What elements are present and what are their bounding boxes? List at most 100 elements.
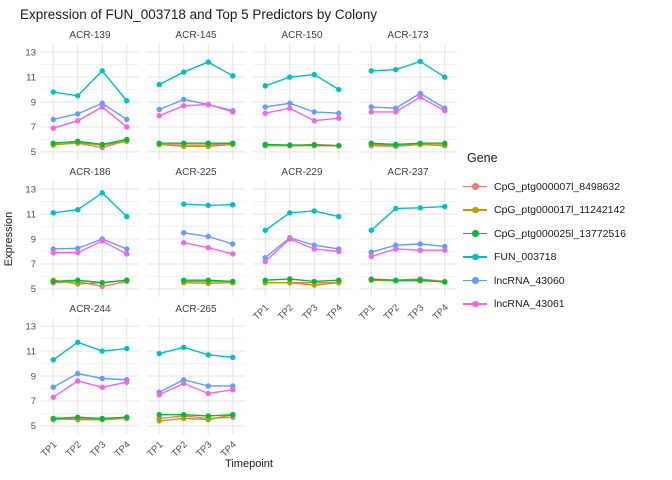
series-line-CpG_ptg000025l_13772516 — [371, 142, 445, 146]
series-line-CpG_ptg000025l_13772516 — [371, 278, 445, 283]
data-point-lncRNA_43061 — [336, 115, 342, 121]
data-point-CpG_ptg000025l_13772516 — [393, 277, 399, 283]
data-point-FUN_003718 — [311, 71, 317, 78]
series-line-CpG_ptg000017l_11242142 — [371, 143, 445, 147]
data-point-CpG_ptg000017l_11242142 — [205, 416, 211, 423]
data-point-FUN_003718 — [75, 206, 81, 213]
facet-strip-label: ACR-237 — [387, 167, 429, 178]
data-point-lncRNA_43060 — [230, 241, 236, 247]
legend-item-FUN_003718: FUN_003718 — [462, 246, 626, 270]
data-point-FUN_003718 — [336, 86, 342, 93]
data-point-CpG_ptg000025l_13772516 — [124, 414, 130, 420]
facet-ACR-229: ACR-229 TP1 TP2 TP3 TP4 — [251, 167, 351, 322]
data-point-CpG_ptg000025l_13772516 — [205, 413, 211, 419]
y-tick-label: 13 — [25, 321, 36, 332]
series-line-CpG_ptg000025l_13772516 — [159, 413, 233, 417]
data-point-lncRNA_43061 — [393, 109, 399, 115]
data-point-CpG_ptg000025l_13772516 — [417, 140, 423, 146]
data-point-FUN_003718 — [99, 68, 105, 74]
data-point-FUN_003718 — [205, 59, 211, 65]
data-point-CpG_ptg000025l_13772516 — [262, 277, 268, 283]
data-point-FUN_003718 — [181, 344, 187, 351]
legend-title: Gene — [467, 151, 498, 165]
y-tick-label: 7 — [31, 396, 36, 407]
legend-key-icon — [462, 275, 488, 287]
legend-label: CpG_ptg000025l_13772516 — [494, 227, 626, 240]
series-line-CpG_ptg000025l_13772516 — [53, 138, 127, 146]
series-line-lncRNA_43060 — [53, 102, 128, 121]
data-point-CpG_ptg000025l_13772516 — [336, 142, 342, 149]
data-point-lncRNA_43060 — [50, 246, 56, 252]
series-line-lncRNA_43060 — [53, 238, 128, 250]
data-point-lncRNA_43061 — [75, 250, 81, 256]
x-axis-title: Timepoint — [225, 458, 273, 470]
data-point-FUN_003718 — [156, 81, 162, 88]
facet-ACR-173: ACR-173 — [359, 30, 457, 160]
facet-strip-label: ACR-244 — [69, 304, 111, 315]
facet-strip-label: ACR-186 — [69, 167, 111, 178]
data-point-FUN_003718 — [262, 83, 268, 89]
facet-strip-label: ACR-265 — [175, 304, 217, 315]
data-point-CpG_ptg000025l_13772516 — [181, 140, 187, 146]
data-point-lncRNA_43060 — [75, 370, 81, 377]
x-tick-label: TP2 — [382, 302, 402, 322]
facet-strip-label: ACR-150 — [281, 30, 323, 41]
y-tick-label: 9 — [31, 97, 36, 108]
data-point-CpG_ptg000025l_13772516 — [230, 411, 236, 418]
data-point-FUN_003718 — [336, 213, 342, 220]
series-line-FUN_003718 — [158, 61, 234, 86]
series-line-CpG_ptg000025l_13772516 — [265, 278, 339, 283]
series-line-lncRNA_43060 — [52, 372, 127, 388]
data-point-lncRNA_43061 — [156, 113, 162, 119]
data-point-lncRNA_43061 — [287, 236, 293, 242]
data-point-CpG_ptg000025l_13772516 — [368, 140, 374, 146]
data-point-FUN_003718 — [124, 345, 130, 352]
series-line-CpG_ptg000017l_11242142 — [159, 143, 233, 147]
facet-strip-label: ACR-229 — [281, 167, 323, 178]
data-point-lncRNA_43061 — [230, 109, 236, 115]
data-point-FUN_003718 — [75, 339, 81, 346]
x-tick-label: TP3 — [88, 439, 108, 459]
y-tick-label: 9 — [31, 234, 36, 245]
data-point-FUN_003718 — [368, 68, 374, 74]
x-tick-label: TP2 — [170, 439, 190, 459]
data-point-FUN_003718 — [230, 354, 236, 360]
legend-key-icon — [462, 251, 488, 263]
facet-ACR-186: ACR-186 5 7 9 11 13 — [25, 167, 139, 297]
data-point-lncRNA_43060 — [311, 242, 317, 248]
data-point-lncRNA_43060 — [205, 383, 211, 389]
data-point-CpG_ptg000007l_8498632 — [99, 283, 105, 290]
data-point-CpG_ptg000017l_11242142 — [75, 281, 81, 287]
data-point-lncRNA_43061 — [124, 379, 130, 385]
data-point-CpG_ptg000017l_11242142 — [156, 418, 162, 424]
data-point-FUN_003718 — [75, 93, 81, 99]
series-line-lncRNA_43061 — [158, 382, 233, 396]
legend-key-icon — [462, 204, 488, 216]
data-point-FUN_003718 — [205, 352, 211, 358]
data-point-lncRNA_43061 — [417, 247, 423, 253]
data-point-lncRNA_43060 — [99, 375, 105, 382]
data-point-lncRNA_43060 — [368, 249, 374, 255]
data-point-lncRNA_43060 — [50, 116, 56, 123]
legend-label: lncRNA_43061 — [494, 298, 565, 311]
data-point-FUN_003718 — [99, 348, 105, 354]
data-point-CpG_ptg000025l_13772516 — [442, 279, 448, 285]
data-point-FUN_003718 — [311, 208, 317, 214]
series-line-lncRNA_43060 — [371, 243, 445, 253]
legend-item-CpG_ptg000025l_13772516: CpG_ptg000025l_13772516 — [462, 222, 626, 246]
y-tick-label: 7 — [31, 259, 36, 270]
legend-key-icon — [462, 298, 488, 310]
data-point-lncRNA_43061 — [75, 378, 81, 384]
data-point-CpG_ptg000025l_13772516 — [181, 277, 187, 283]
x-tick-label: TP4 — [219, 439, 239, 459]
data-point-CpG_ptg000025l_13772516 — [336, 277, 342, 283]
data-point-lncRNA_43061 — [230, 387, 236, 393]
data-point-lncRNA_43060 — [368, 104, 374, 110]
data-point-CpG_ptg000025l_13772516 — [287, 276, 293, 282]
data-point-lncRNA_43060 — [156, 106, 162, 113]
series-line-CpG_ptg000025l_13772516 — [53, 416, 127, 420]
data-point-CpG_ptg000025l_13772516 — [417, 277, 423, 283]
series-line-lncRNA_43061 — [371, 96, 446, 113]
